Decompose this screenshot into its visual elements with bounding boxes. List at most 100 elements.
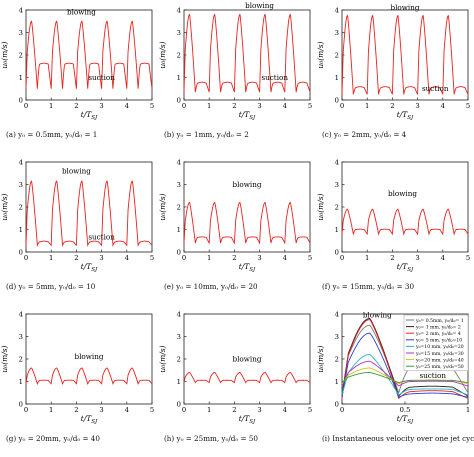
annotation-blowing: blowing <box>388 189 417 198</box>
chart-svg: 0 1 2 3 4 0 1 2 3 4 5 u₀(m/s) t/TSJ blowing suction <box>158 1 312 120</box>
chart-panel-f: 0 1 2 3 4 0 1 2 3 4 5 u₀(m/s) t/TSJ blowing (f) y₀ = 1… <box>316 152 474 302</box>
legend-entry: y₀=10 mm, y₀/d₀=20 <box>415 344 464 350</box>
x-tick-label: 1 <box>49 254 53 262</box>
y-tick-label: 4 <box>19 6 23 14</box>
x-tick-label: 1 <box>207 406 211 414</box>
x-tick-label: 0 <box>340 102 344 110</box>
x-tick-label: 4 <box>283 102 287 110</box>
x-axis-label: t/TSJ <box>397 262 414 272</box>
y-tick-label: 4 <box>19 310 23 318</box>
y-tick-label: 4 <box>177 6 181 14</box>
annotation-blowing: blowing <box>233 180 262 189</box>
x-tick-label: 3 <box>99 406 103 414</box>
legend-entry: y₀=25 mm, y₀/d₀=50 <box>415 364 464 370</box>
y-tick-label: 3 <box>177 29 181 37</box>
x-tick-label: 0 <box>182 406 186 414</box>
y-tick-label: 2 <box>19 203 23 211</box>
legend-box <box>403 314 469 371</box>
y-tick-label: 0 <box>335 96 339 104</box>
y-tick-label: 0 <box>19 248 23 256</box>
y-tick-label: 3 <box>19 333 23 341</box>
plot-frame <box>341 161 469 253</box>
chart-panel-h: 0 1 2 3 4 0 1 2 3 4 5 u₀(m/s) t/TSJ blowing (h) y₀ = 2… <box>158 304 316 457</box>
x-axis-label: t/TSJ <box>239 110 256 120</box>
y-tick-label: 0 <box>335 400 339 408</box>
series-line-1 <box>25 180 153 247</box>
x-axis-label: t/TSJ <box>239 262 256 272</box>
legend-entry: y₀= 5 mm, y₀/d₀=10 <box>415 338 462 344</box>
x-tick-label: 0 <box>24 102 28 110</box>
chart-panel-e: 0 1 2 3 4 0 1 2 3 4 5 u₀(m/s) t/TSJ blowing (e) y₀ = 1… <box>158 152 316 302</box>
y-tick-label: 2 <box>335 51 339 59</box>
legend-entry: y₀= 1 mm, y₀/d₀= 2 <box>415 324 461 330</box>
y-tick-label: 2 <box>177 51 181 59</box>
x-tick-label: 2 <box>390 102 394 110</box>
x-tick-label: 4 <box>441 102 445 110</box>
y-axis-label: u₀(m/s) <box>0 41 9 68</box>
x-tick-label: 3 <box>99 102 103 110</box>
x-axis-label: t/TSJ <box>81 262 98 272</box>
series-line-8 <box>341 372 469 384</box>
legend-entry: y₀= 0.5mm, y₀/d₀= 1 <box>415 318 464 324</box>
x-tick-label: 1 <box>466 406 470 414</box>
x-tick-label: 1 <box>207 254 211 262</box>
y-tick-label: 3 <box>177 181 181 189</box>
x-tick-label: 2 <box>74 254 78 262</box>
series-line-6 <box>341 360 469 387</box>
y-tick-label: 3 <box>335 29 339 37</box>
x-tick-label: 3 <box>415 254 419 262</box>
x-tick-label: 1 <box>49 406 53 414</box>
annotation-blowing: blowing <box>75 352 104 361</box>
y-tick-label: 4 <box>335 6 339 14</box>
y-tick-label: 0 <box>19 400 23 408</box>
y-axis-label: u₀(m/s) <box>158 345 167 372</box>
chart-svg: 0 1 2 3 4 0 0.5 1 u₀(m/s) t/TSJ blowing suction y₀= … <box>316 310 470 424</box>
panel-caption: (i) Instantaneous velocity over one jet … <box>322 434 474 443</box>
y-tick-label: 3 <box>335 181 339 189</box>
x-tick-label: 4 <box>125 102 129 110</box>
x-tick-label: 2 <box>390 254 394 262</box>
x-tick-label: 3 <box>99 254 103 262</box>
series-line-1 <box>183 201 311 245</box>
y-tick-label: 1 <box>177 74 181 82</box>
series-line-4 <box>341 332 469 398</box>
series-line-5 <box>341 354 469 396</box>
x-axis-label-sub: SJ <box>91 267 98 272</box>
x-tick-label: 0 <box>182 102 186 110</box>
annotation-blowing: blowing <box>67 8 96 17</box>
y-tick-label: 1 <box>335 226 339 234</box>
x-axis-label-sub: SJ <box>407 115 414 120</box>
panel-caption: (a) y₀ = 0.5mm, y₀/d₀ = 1 <box>6 130 98 139</box>
x-tick-label: 5 <box>466 102 470 110</box>
x-axis-label: t/TSJ <box>81 110 98 120</box>
x-tick-label: 0.5 <box>400 406 411 414</box>
y-tick-label: 3 <box>335 333 339 341</box>
annotation-blowing: blowing <box>245 1 274 10</box>
y-tick-label: 0 <box>19 96 23 104</box>
x-tick-label: 2 <box>232 102 236 110</box>
y-tick-label: 2 <box>19 51 23 59</box>
x-tick-label: 0 <box>340 254 344 262</box>
x-tick-label: 0 <box>24 406 28 414</box>
y-tick-label: 4 <box>19 158 23 166</box>
x-axis-label-sub: SJ <box>91 115 98 120</box>
x-axis-label: t/TSJ <box>239 414 256 424</box>
y-tick-label: 1 <box>177 378 181 386</box>
y-tick-label: 0 <box>335 248 339 256</box>
x-axis-label: t/TSJ <box>397 110 414 120</box>
annotation-blowing: blowing <box>233 354 262 363</box>
x-tick-label: 5 <box>466 254 470 262</box>
y-tick-label: 4 <box>335 158 339 166</box>
annotation-suction: suction <box>261 73 288 82</box>
y-tick-label: 3 <box>19 29 23 37</box>
y-tick-label: 3 <box>177 333 181 341</box>
x-tick-label: 4 <box>441 254 445 262</box>
y-axis-label: u₀(m/s) <box>158 193 167 220</box>
y-axis-label: u₀(m/s) <box>158 41 167 68</box>
annotation-suction: suction <box>88 233 115 242</box>
series-line-1 <box>25 20 153 89</box>
series-line-1 <box>341 208 469 236</box>
chart-svg: 0 1 2 3 4 0 1 2 3 4 5 u₀(m/s) t/TSJ blowing <box>158 310 312 424</box>
x-tick-label: 5 <box>150 102 154 110</box>
y-tick-label: 4 <box>335 310 339 318</box>
